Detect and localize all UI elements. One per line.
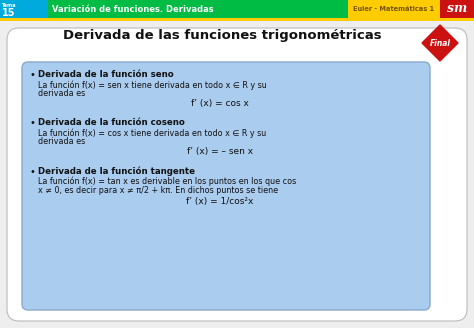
Text: La función f(x) = sen x tiene derivada en todo x ∈ R y su: La función f(x) = sen x tiene derivada e… (38, 80, 267, 90)
Text: Derivada de la función coseno: Derivada de la función coseno (38, 118, 185, 127)
Text: •: • (30, 167, 36, 177)
Text: f’ (x) = cos x: f’ (x) = cos x (191, 99, 249, 108)
Text: sm: sm (447, 3, 467, 15)
Text: Final: Final (429, 38, 450, 48)
Text: Derivada de la función seno: Derivada de la función seno (38, 70, 174, 79)
Text: Derivada de las funciones trigonométricas: Derivada de las funciones trigonométrica… (63, 30, 381, 43)
Text: Variación de funciones. Derivadas: Variación de funciones. Derivadas (52, 5, 214, 13)
Bar (440, 0, 474, 18)
Text: derivada es: derivada es (38, 89, 85, 98)
Text: Euler - Matemáticas 1: Euler - Matemáticas 1 (354, 6, 435, 12)
Text: f’ (x) = 1/cos²x: f’ (x) = 1/cos²x (186, 197, 254, 206)
Text: La función f(x) = tan x es derivable en los puntos en los que cos: La función f(x) = tan x es derivable en … (38, 177, 296, 187)
Text: Derivada de la función tangente: Derivada de la función tangente (38, 167, 195, 176)
Text: •: • (30, 70, 36, 80)
Bar (0, 0, 48, 18)
Text: •: • (30, 118, 36, 128)
Text: f’ (x) = – sen x: f’ (x) = – sen x (187, 147, 253, 156)
Bar (48, 0, 348, 18)
Polygon shape (422, 25, 458, 61)
Bar (348, 0, 440, 18)
FancyBboxPatch shape (22, 62, 430, 310)
Text: derivada es: derivada es (38, 137, 85, 146)
Text: 15: 15 (2, 9, 16, 18)
Text: Tema: Tema (2, 3, 17, 8)
Text: La función f(x) = cos x tiene derivada en todo x ∈ R y su: La función f(x) = cos x tiene derivada e… (38, 128, 266, 137)
Text: x ≠ 0, es decir para x ≠ π/2 + kπ. En dichos puntos se tiene: x ≠ 0, es decir para x ≠ π/2 + kπ. En di… (38, 186, 278, 195)
FancyBboxPatch shape (7, 28, 467, 321)
Bar (0, 18, 474, 21)
